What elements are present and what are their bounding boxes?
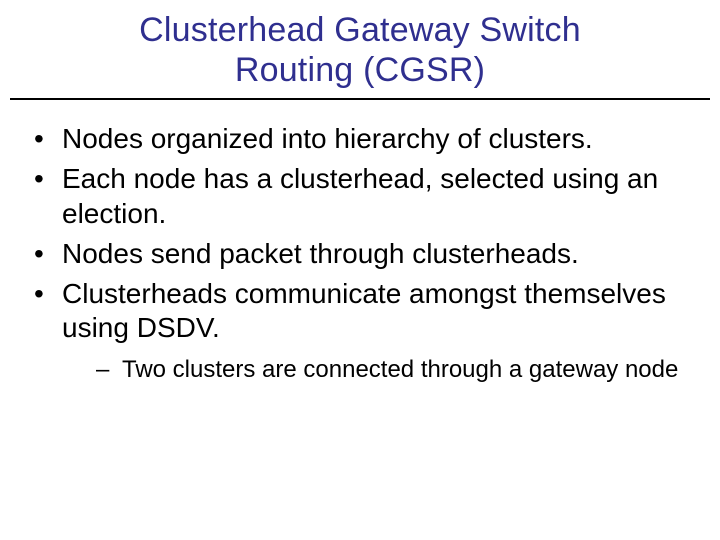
sub-bullet-item: Two clusters are connected through a gat…	[62, 355, 692, 384]
slide-title: Clusterhead Gateway Switch Routing (CGSR…	[40, 10, 680, 90]
bullet-text: Each node has a clusterhead, selected us…	[62, 163, 658, 228]
bullet-item: Clusterheads communicate amongst themsel…	[28, 277, 692, 385]
sub-bullet-list: Two clusters are connected through a gat…	[62, 355, 692, 384]
title-line-1: Clusterhead Gateway Switch	[139, 11, 581, 49]
bullet-item: Nodes send packet through clusterheads.	[28, 237, 692, 271]
title-line-2: Routing (CGSR)	[235, 51, 485, 89]
bullet-item: Nodes organized into hierarchy of cluste…	[28, 122, 692, 156]
sub-bullet-text: Two clusters are connected through a gat…	[122, 356, 678, 383]
slide-body: Nodes organized into hierarchy of cluste…	[0, 100, 720, 384]
title-block: Clusterhead Gateway Switch Routing (CGSR…	[0, 0, 720, 96]
bullet-text: Nodes organized into hierarchy of cluste…	[62, 123, 593, 154]
bullet-item: Each node has a clusterhead, selected us…	[28, 162, 692, 230]
bullet-text: Clusterheads communicate amongst themsel…	[62, 278, 666, 343]
bullet-list: Nodes organized into hierarchy of cluste…	[28, 122, 692, 384]
slide: Clusterhead Gateway Switch Routing (CGSR…	[0, 0, 720, 540]
bullet-text: Nodes send packet through clusterheads.	[62, 238, 579, 269]
